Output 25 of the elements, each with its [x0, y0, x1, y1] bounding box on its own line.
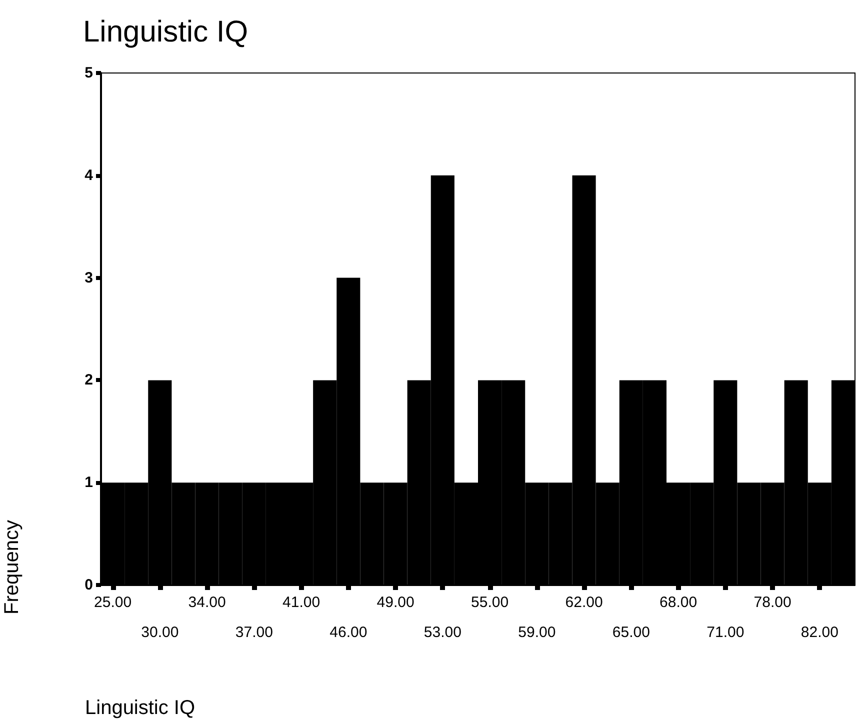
- x-tick-label: 53.00: [424, 624, 462, 641]
- x-tick-label: 41.00: [282, 594, 320, 611]
- x-tick-label: 49.00: [376, 594, 414, 611]
- x-tick-label: 46.00: [330, 624, 368, 641]
- x-tick-label: 59.00: [518, 624, 556, 641]
- x-tick-label: 71.00: [706, 624, 744, 641]
- y-tick-label: 5: [84, 64, 93, 82]
- x-tick-label: 55.00: [471, 594, 509, 611]
- x-tick-label: 65.00: [612, 624, 650, 641]
- chart-title: Linguistic IQ: [83, 16, 248, 48]
- y-tick-label: 4: [84, 166, 94, 184]
- x-tick-label: 82.00: [800, 624, 838, 641]
- y-tick-label: 0: [84, 576, 93, 594]
- x-tick-label: 62.00: [565, 594, 603, 611]
- x-tick-label: 37.00: [235, 624, 273, 641]
- x-tick-label: 30.00: [141, 624, 179, 641]
- x-axis-title: Linguistic IQ: [85, 697, 196, 719]
- x-tick-label: 34.00: [188, 594, 226, 611]
- x-tick-label: 68.00: [660, 594, 698, 611]
- x-tick-label: 25.00: [94, 594, 132, 611]
- x-tick-label: 78.00: [754, 594, 792, 611]
- y-tick-label: 2: [84, 372, 93, 389]
- y-tick-label: 3: [84, 269, 93, 286]
- y-axis-title: Frequency: [1, 520, 23, 614]
- y-tick-label: 1: [84, 474, 93, 492]
